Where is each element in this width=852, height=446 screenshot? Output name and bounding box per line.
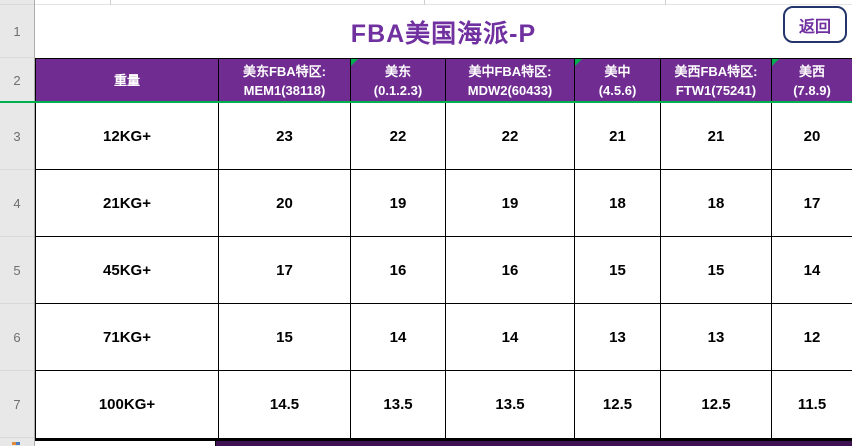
row-header-4[interactable]: 4: [0, 170, 34, 237]
header-cell-mid-fba[interactable]: 美中FBA特区: MDW2(60433): [446, 59, 575, 103]
table-row: 21KG+ 20 19 19 18 18 17: [36, 170, 852, 237]
rate-cell[interactable]: 19: [351, 170, 446, 237]
weight-cell[interactable]: 12KG+: [36, 103, 219, 170]
row-header-1[interactable]: 1: [0, 5, 34, 58]
header-line2: MDW2(60433): [467, 83, 553, 98]
header-line1: 美西: [798, 63, 825, 79]
table-row: 100KG+ 14.5 13.5 13.5 12.5 12.5 11.5: [36, 371, 852, 438]
bottom-left-mini-icon: [12, 442, 20, 445]
weight-cell[interactable]: 45KG+: [36, 237, 219, 304]
weight-cell[interactable]: 21KG+: [36, 170, 219, 237]
header-line1: 美东FBA特区:: [242, 63, 327, 79]
rate-cell[interactable]: 15: [575, 237, 661, 304]
weight-cell[interactable]: 71KG+: [36, 304, 219, 371]
header-line2: (4.5.6): [598, 83, 637, 98]
rate-cell[interactable]: 13: [661, 304, 772, 371]
header-line2: (7.8.9): [793, 83, 831, 98]
rate-cell[interactable]: 13: [575, 304, 661, 371]
title-cell[interactable]: FBA美国海派-P: [35, 5, 852, 58]
rate-cell[interactable]: 15: [219, 304, 351, 371]
rate-cell[interactable]: 14.5: [219, 371, 351, 438]
header-cell-east[interactable]: 美东 (0.1.2.3): [351, 59, 446, 103]
rate-cell[interactable]: 12.5: [661, 371, 772, 438]
error-indicator-icon: [575, 59, 582, 66]
table-row: 45KG+ 17 16 16 15 15 14: [36, 237, 852, 304]
back-button-label: 返回: [798, 18, 831, 36]
error-indicator-icon: [351, 59, 358, 66]
header-cell-mid[interactable]: 美中 (4.5.6): [575, 59, 661, 103]
header-cell-east-fba[interactable]: 美东FBA特区: MEM1(38118): [219, 59, 351, 103]
gutter-top-sliver: [0, 0, 34, 5]
back-button[interactable]: 返回: [783, 6, 847, 43]
rate-cell[interactable]: 20: [219, 170, 351, 237]
rate-cell[interactable]: 12.5: [575, 371, 661, 438]
row-header-2[interactable]: 2: [0, 58, 34, 103]
table-row: 71KG+ 15 14 14 13 13 12: [36, 304, 852, 371]
gridline-tick: [424, 0, 425, 5]
rate-cell[interactable]: 22: [351, 103, 446, 170]
row-header-6[interactable]: 6: [0, 304, 34, 371]
error-indicator-icon: [772, 59, 779, 66]
partial-row-above: [35, 0, 852, 5]
rate-cell[interactable]: 14: [446, 304, 575, 371]
header-line2: FTW1(75241): [675, 83, 757, 98]
row-header-7[interactable]: 7: [0, 371, 34, 438]
header-line2: (0.1.2.3): [373, 83, 423, 98]
sheet-area: FBA美国海派-P 重量 美东FBA特区: MEM1(38118) 美东 (0.…: [35, 0, 852, 446]
row-number-gutter: 1 2 3 4 5 6 7: [0, 0, 35, 446]
row-header-5[interactable]: 5: [0, 237, 34, 304]
rate-cell[interactable]: 12: [772, 304, 852, 371]
header-line2: MEM1(38118): [243, 83, 326, 98]
rate-cell[interactable]: 17: [772, 170, 852, 237]
row-header-3[interactable]: 3: [0, 103, 34, 170]
rate-cell[interactable]: 18: [575, 170, 661, 237]
header-line1: 美西FBA特区:: [674, 63, 758, 79]
rate-cell[interactable]: 21: [575, 103, 661, 170]
rate-cell[interactable]: 14: [351, 304, 446, 371]
rate-cell[interactable]: 22: [446, 103, 575, 170]
rate-cell[interactable]: 13.5: [351, 371, 446, 438]
rate-cell[interactable]: 13.5: [446, 371, 575, 438]
rate-cell[interactable]: 17: [219, 237, 351, 304]
table-bottom-border: [35, 438, 852, 441]
rate-cell[interactable]: 16: [351, 237, 446, 304]
rate-cell[interactable]: 20: [772, 103, 852, 170]
page-title: FBA美国海派-P: [350, 19, 537, 48]
header-cell-weight[interactable]: 重量: [36, 59, 219, 103]
gridline-tick: [110, 0, 111, 5]
rate-cell[interactable]: 15: [661, 237, 772, 304]
partial-row-below: [35, 438, 852, 446]
table-row: 12KG+ 23 22 22 21 21 20: [36, 103, 852, 170]
header-cell-west-fba[interactable]: 美西FBA特区: FTW1(75241): [661, 59, 772, 103]
rate-cell[interactable]: 14: [772, 237, 852, 304]
gridline-tick: [665, 0, 666, 5]
rate-cell[interactable]: 21: [661, 103, 772, 170]
header-cell-west[interactable]: 美西 (7.8.9): [772, 59, 852, 103]
header-label: 重量: [113, 73, 140, 89]
rate-cell[interactable]: 23: [219, 103, 351, 170]
next-row-purple-fill: [215, 441, 852, 446]
table-header-row: 重量 美东FBA特区: MEM1(38118) 美东 (0.1.2.3) 美中F…: [35, 58, 852, 103]
table-body: 12KG+ 23 22 22 21 21 20 21KG+ 20 19 19 1…: [35, 103, 852, 438]
header-line1: 美中FBA特区:: [468, 63, 552, 79]
weight-cell[interactable]: 100KG+: [36, 371, 219, 438]
header-line1: 美东: [384, 63, 411, 79]
rate-cell[interactable]: 19: [446, 170, 575, 237]
rate-cell[interactable]: 18: [661, 170, 772, 237]
pane-split-line: [0, 101, 852, 103]
rate-cell[interactable]: 16: [446, 237, 575, 304]
rate-cell[interactable]: 11.5: [772, 371, 852, 438]
header-line1: 美中: [604, 63, 631, 79]
